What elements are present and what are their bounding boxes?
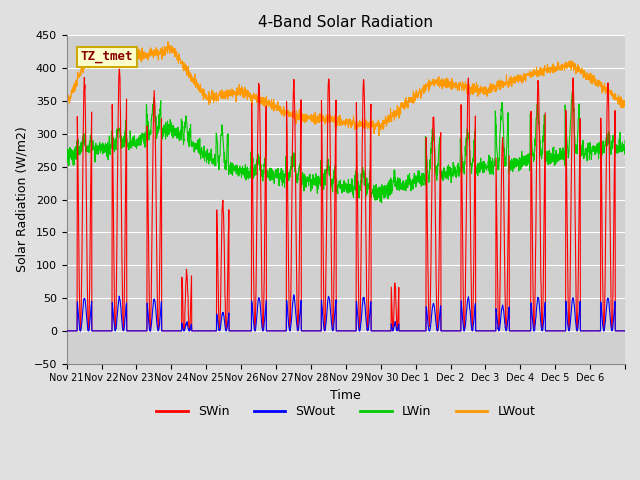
- Legend: SWin, SWout, LWin, LWout: SWin, SWout, LWin, LWout: [152, 400, 540, 423]
- X-axis label: Time: Time: [330, 389, 361, 402]
- Title: 4-Band Solar Radiation: 4-Band Solar Radiation: [259, 15, 433, 30]
- Y-axis label: Solar Radiation (W/m2): Solar Radiation (W/m2): [15, 127, 28, 273]
- Text: TZ_tmet: TZ_tmet: [81, 50, 133, 63]
